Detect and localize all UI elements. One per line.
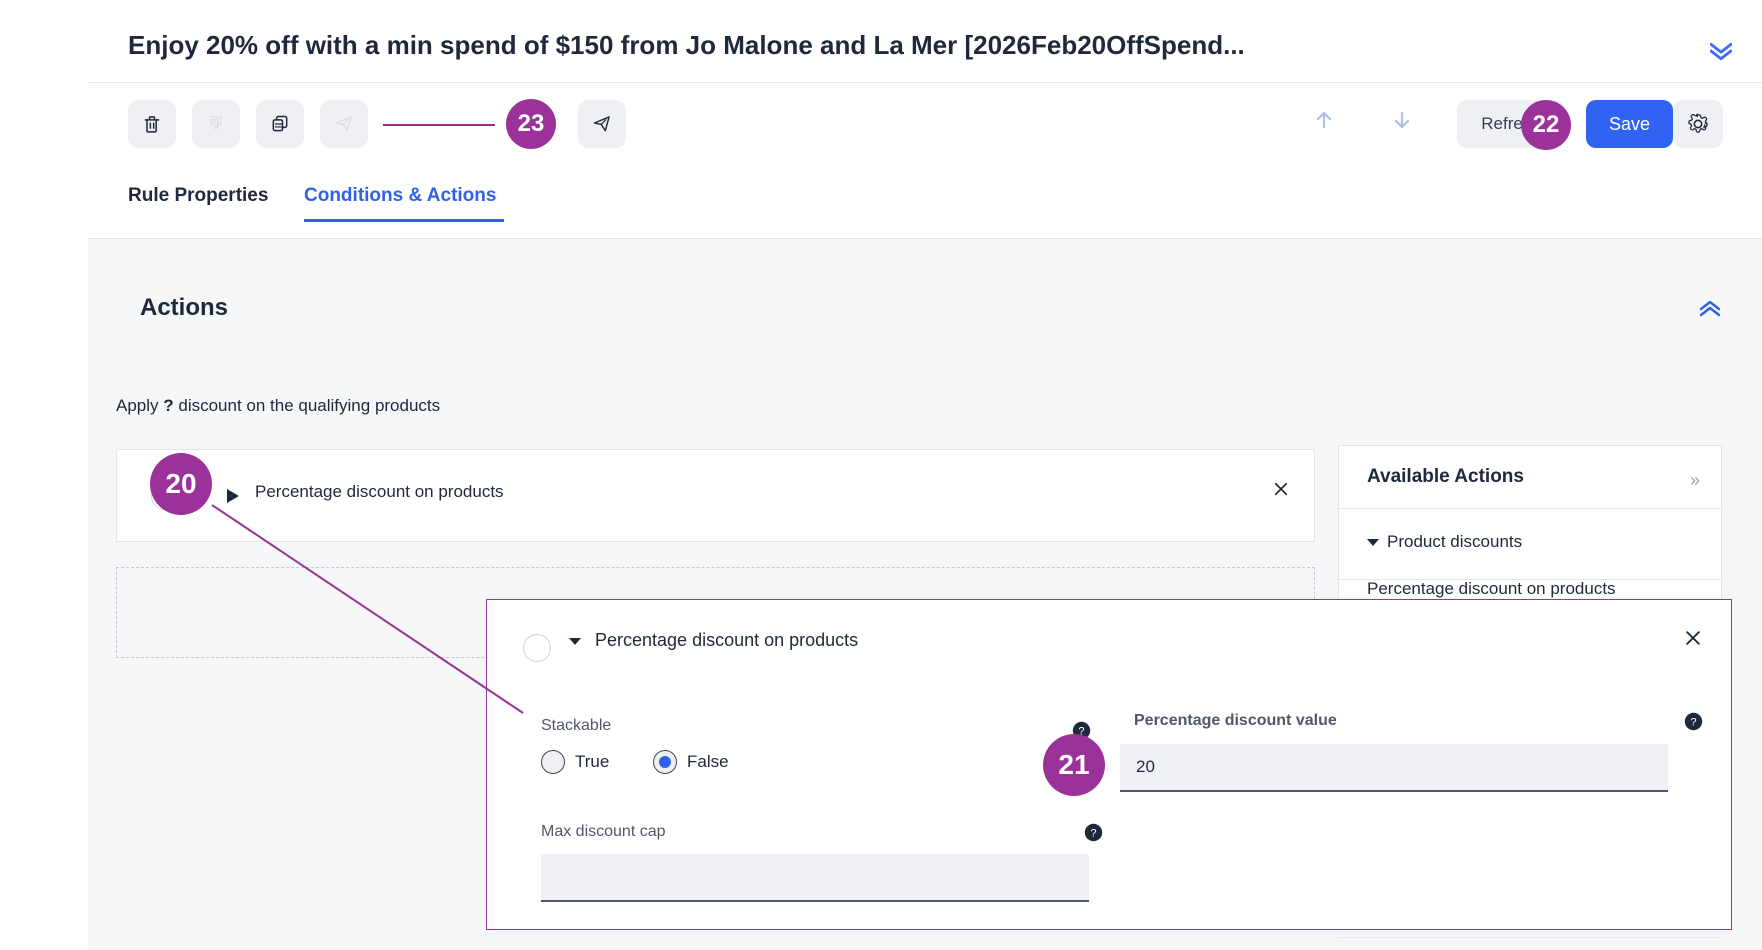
svg-text:?: ?	[1090, 827, 1096, 839]
svg-text:?: ?	[1690, 716, 1696, 728]
